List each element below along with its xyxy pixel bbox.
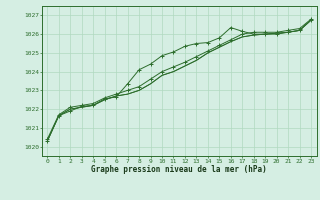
X-axis label: Graphe pression niveau de la mer (hPa): Graphe pression niveau de la mer (hPa) [91,165,267,174]
